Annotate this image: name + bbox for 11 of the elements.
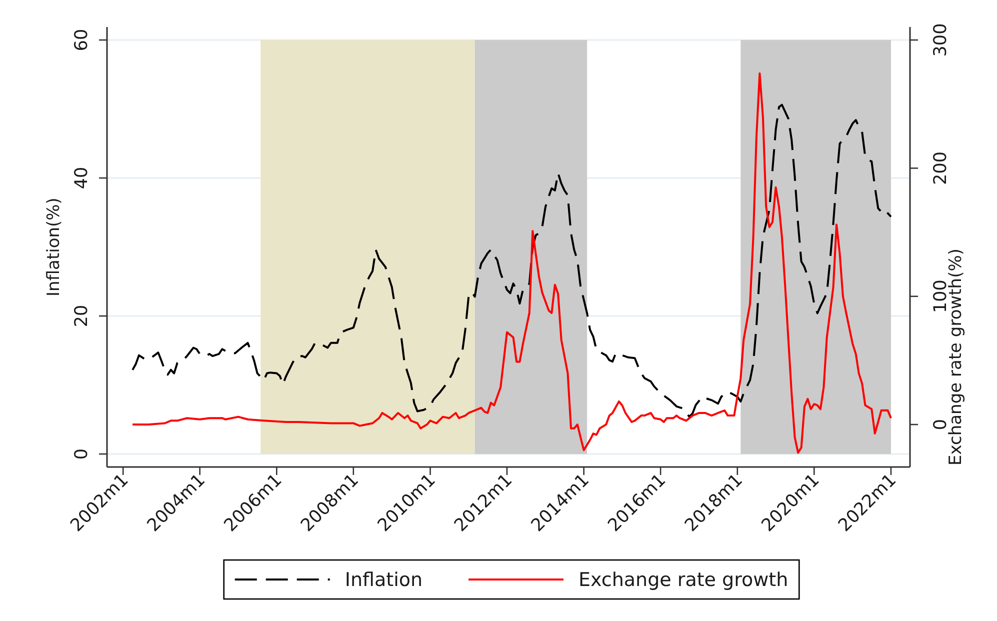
y-tick-label: 40 (72, 166, 92, 190)
y2-tick-label: 300 (931, 23, 951, 57)
y-tick-label: 60 (72, 28, 92, 52)
legend-label: Inflation (344, 569, 423, 592)
line-series (132, 72, 892, 454)
y2-tick-label: 200 (931, 151, 951, 185)
y-tick-label: 20 (72, 304, 92, 328)
legend-label: Exchange rate growth (578, 569, 788, 592)
y-tick-label: 0 (72, 448, 92, 460)
y-axis-title: Inflation(%) (44, 198, 64, 296)
line-series (132, 104, 892, 418)
